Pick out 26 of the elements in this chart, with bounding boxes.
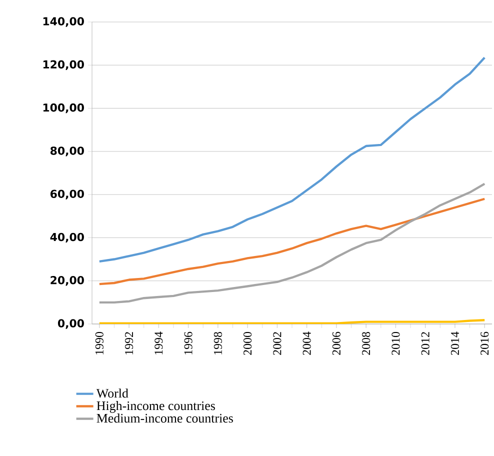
y-tick-label: 100,00: [43, 103, 84, 114]
x-tick-label: 2000: [244, 332, 252, 355]
x-tick-label: 2008: [362, 332, 370, 355]
x-tick-label: 2002: [273, 332, 282, 355]
x-tick-label: 2016: [480, 332, 489, 355]
x-tick-label: 2014: [450, 332, 459, 355]
y-tick-label: 140,00: [43, 17, 84, 27]
x-tick-label: 2012: [421, 332, 430, 355]
x-tick-label: 2010: [392, 332, 400, 355]
y-tick-label: 20,00: [50, 276, 84, 286]
legend-label: World: [96, 388, 128, 398]
x-tick-label: 2006: [332, 332, 340, 355]
x-tick-label: 1990: [95, 332, 104, 354]
legend-label: High-income countries: [96, 401, 215, 413]
y-tick-label: 120,00: [43, 60, 84, 70]
y-tick-label: 0,00: [58, 319, 84, 329]
x-tick-label: 1992: [125, 332, 134, 354]
y-tick-label: 60,00: [50, 190, 84, 200]
y-tick-label: 40,00: [50, 232, 84, 243]
x-tick-label: 2004: [302, 332, 311, 355]
legend-label: Medium-income countries: [96, 414, 233, 423]
x-tick-label: 1998: [214, 332, 222, 354]
line-series: [98, 198, 486, 286]
y-tick-label: 80,00: [50, 146, 84, 156]
x-tick-label: 1994: [154, 332, 163, 354]
x-tick-label: 1996: [184, 332, 192, 354]
